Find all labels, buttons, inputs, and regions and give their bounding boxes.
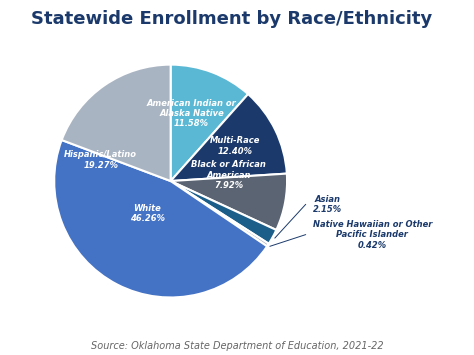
Text: Native Hawaiian or Other
Pacific Islander
0.42%: Native Hawaiian or Other Pacific Islande… bbox=[313, 220, 432, 250]
Wedge shape bbox=[171, 174, 287, 230]
Text: Asian
2.15%: Asian 2.15% bbox=[313, 195, 342, 214]
Text: Black or African
American
7.92%: Black or African American 7.92% bbox=[191, 160, 266, 190]
Wedge shape bbox=[171, 65, 248, 181]
Wedge shape bbox=[62, 65, 171, 181]
Text: Multi-Race
12.40%: Multi-Race 12.40% bbox=[210, 136, 260, 156]
Text: Hispanic/Latino
19.27%: Hispanic/Latino 19.27% bbox=[64, 151, 137, 170]
Text: American Indian or
Alaska Native
11.58%: American Indian or Alaska Native 11.58% bbox=[147, 99, 237, 129]
Wedge shape bbox=[54, 140, 267, 297]
Wedge shape bbox=[171, 181, 276, 244]
Wedge shape bbox=[171, 94, 287, 181]
Text: Source: Oklahoma State Department of Education, 2021-22: Source: Oklahoma State Department of Edu… bbox=[91, 342, 383, 351]
Text: White
46.26%: White 46.26% bbox=[130, 204, 165, 223]
Text: Statewide Enrollment by Race/Ethnicity: Statewide Enrollment by Race/Ethnicity bbox=[31, 10, 432, 28]
Wedge shape bbox=[171, 181, 269, 246]
